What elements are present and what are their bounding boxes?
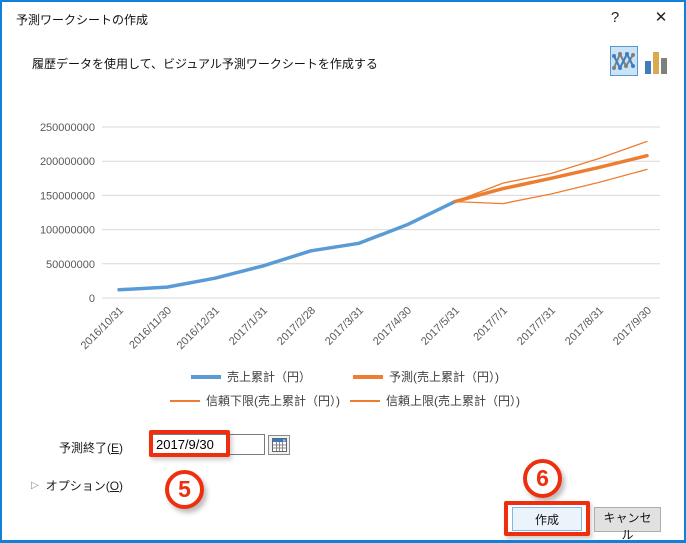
svg-text:2017/8/31: 2017/8/31 [563,305,606,348]
legend-label: 予測(売上累計（円）) [389,370,499,384]
svg-text:2017/4/30: 2017/4/30 [371,305,414,348]
bar-chart-type-button[interactable] [643,49,669,75]
expander-collapsed-icon: ▷ [31,479,39,491]
svg-text:2017/1/31: 2017/1/31 [227,305,270,348]
svg-text:2017/9/30: 2017/9/30 [611,305,654,348]
chart-legend: 売上累計（円） 予測(売上累計（円）) 信頼下限(売上累計（円）) 信頼上限(売上累計… [2,368,684,409]
annotation-box-date [149,430,230,457]
options-label: オプション(O) [45,479,124,493]
annotation-step-5: 5 [165,470,204,509]
svg-text:2016/10/31: 2016/10/31 [79,305,126,352]
calendar-icon [271,438,287,452]
svg-text:250000000: 250000000 [40,122,95,134]
svg-text:2017/3/31: 2017/3/31 [323,305,366,348]
svg-text:0: 0 [89,293,95,305]
cancel-button[interactable]: キャンセル [594,507,661,540]
legend-item: 信頼上限(売上累計（円）) [350,392,520,409]
calendar-picker-button[interactable] [268,435,290,455]
legend-line-swatch [170,399,200,402]
help-icon[interactable]: ? [610,9,620,26]
svg-text:2017/5/31: 2017/5/31 [419,305,462,348]
svg-text:2017/2/28: 2017/2/28 [275,305,318,348]
svg-text:200000000: 200000000 [40,156,95,168]
legend-label: 信頼上限(売上累計（円）) [386,394,520,408]
svg-text:50000000: 50000000 [46,259,95,271]
legend-item: 売上累計（円） [190,368,311,385]
line-chart-type-button[interactable] [610,46,638,76]
forecast-chart: 0 50000000 100000000 150000000 200000000 2500… [2,112,684,366]
svg-text:2017/7/1: 2017/7/1 [471,305,510,344]
legend-line-swatch [353,374,383,379]
line-chart-icon [612,51,635,71]
legend-row: 売上累計（円） 予測(売上累計（円）) [190,368,499,385]
legend-line-swatch [190,374,221,379]
svg-text:100000000: 100000000 [40,225,95,237]
close-icon[interactable]: ✕ [654,9,668,26]
legend-line-swatch [350,399,380,402]
bar-chart-icon [645,61,651,74]
forecast-end-label: 予測終了(E) [59,441,124,455]
svg-text:2017/7/31: 2017/7/31 [515,305,558,348]
svg-text:2016/11/30: 2016/11/30 [127,305,174,352]
legend-label: 売上累計（円） [226,370,311,384]
svg-text:2016/12/31: 2016/12/31 [175,305,222,352]
legend-row: 信頼下限(売上累計（円）) 信頼上限(売上累計（円）) [170,392,520,409]
create-button[interactable]: 作成 [512,507,582,531]
legend-label: 信頼下限(売上累計（円）) [206,394,340,408]
svg-text:150000000: 150000000 [40,190,95,202]
legend-item: 予測(売上累計（円）) [353,368,499,385]
annotation-step-6: 6 [523,459,562,498]
annotation-box-create [504,501,590,536]
forecast-chart-plot: 0 50000000 100000000 150000000 200000000 2500… [40,122,660,352]
legend-item: 信頼下限(売上累計（円）) [170,392,340,409]
options-expander[interactable]: ▷ オプション(O) [31,477,123,494]
dialog-subtitle: 履歴データを使用して、ビジュアル予測ワークシートを作成する [32,57,378,71]
dialog-title: 予測ワークシートの作成 [16,13,149,27]
